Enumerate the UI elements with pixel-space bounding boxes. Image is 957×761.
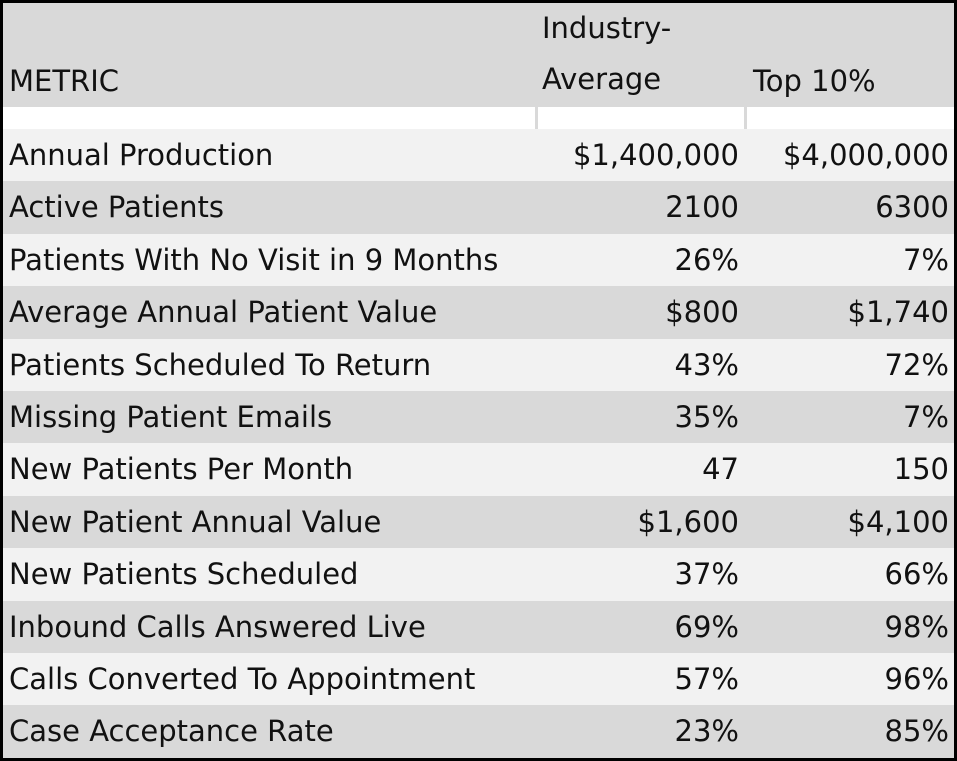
table-row: Patients With No Visit in 9 Months 26% 7… bbox=[3, 233, 954, 287]
metric-label: Active Patients bbox=[9, 190, 225, 225]
table-body: Annual Production $1,400,000 $4,000,000 … bbox=[3, 129, 954, 758]
industry-average-value: 23% bbox=[674, 714, 739, 749]
industry-average-value: $1,400,000 bbox=[572, 138, 739, 172]
top-10-percent-value: 7% bbox=[902, 242, 949, 277]
industry-average-value: $800 bbox=[665, 295, 739, 330]
industry-average-value: $1,600 bbox=[637, 504, 739, 539]
top-10-percent-value: $4,100 bbox=[847, 504, 949, 539]
table-row: Patients Scheduled To Return 43% 72% bbox=[3, 338, 954, 391]
metric-label: Inbound Calls Answered Live bbox=[9, 609, 426, 644]
metric-label: Calls Converted To Appointment bbox=[9, 661, 476, 696]
table-row: Calls Converted To Appointment 57% 96% bbox=[3, 652, 954, 706]
table-row: Average Annual Patient Value $800 $1,740 bbox=[3, 286, 954, 339]
top-10-percent-value: 150 bbox=[893, 452, 949, 487]
top-10-percent-value: 6300 bbox=[875, 190, 949, 225]
industry-average-value: 35% bbox=[674, 399, 739, 434]
column-divider bbox=[535, 107, 538, 129]
table-row: Active Patients 2100 6300 bbox=[3, 181, 954, 234]
top-10-percent-value: $4,000,000 bbox=[782, 138, 949, 172]
metric-label: Average Annual Patient Value bbox=[9, 295, 438, 330]
table-row: Annual Production $1,400,000 $4,000,000 bbox=[3, 129, 954, 182]
industry-average-value: 69% bbox=[674, 609, 739, 644]
table-header: METRIC Industry- Average Top 10% bbox=[3, 3, 954, 107]
metric-label: Missing Patient Emails bbox=[9, 399, 333, 434]
table-row: Inbound Calls Answered Live 69% 98% bbox=[3, 600, 954, 653]
header-spacer-row bbox=[3, 107, 954, 129]
top-10-percent-value: 96% bbox=[884, 661, 949, 696]
top-10-percent-value: 7% bbox=[902, 399, 949, 434]
top-10-percent-value: 85% bbox=[884, 714, 949, 749]
metric-label: New Patients Per Month bbox=[9, 452, 354, 487]
metric-label: Annual Production bbox=[9, 138, 274, 172]
top-10-percent-value: 72% bbox=[884, 347, 949, 382]
table-row: Missing Patient Emails 35% 7% bbox=[3, 390, 954, 444]
metric-label: Case Acceptance Rate bbox=[9, 714, 334, 749]
metric-label: Patients Scheduled To Return bbox=[9, 347, 432, 382]
table-row: New Patient Annual Value $1,600 $4,100 bbox=[3, 495, 954, 549]
industry-average-value: 26% bbox=[674, 242, 739, 277]
header-industry-average: Industry- Average bbox=[542, 11, 672, 96]
column-divider bbox=[744, 107, 747, 129]
top-10-percent-value: 66% bbox=[884, 557, 949, 592]
top-10-percent-value: 98% bbox=[884, 609, 949, 644]
header-top-10-percent: Top 10% bbox=[753, 64, 876, 98]
industry-average-value: 43% bbox=[674, 347, 739, 382]
table-row: New Patients Scheduled 37% 66% bbox=[3, 548, 954, 601]
metric-label: Patients With No Visit in 9 Months bbox=[9, 242, 499, 277]
industry-average-value: 37% bbox=[674, 557, 739, 592]
table-row: New Patients Per Month 47 150 bbox=[3, 443, 954, 496]
table-row: Case Acceptance Rate 23% 85% bbox=[3, 705, 954, 758]
industry-average-value: 57% bbox=[674, 661, 739, 696]
metric-label: New Patients Scheduled bbox=[9, 557, 359, 592]
industry-average-value: 47 bbox=[702, 452, 739, 487]
industry-average-value: 2100 bbox=[665, 190, 739, 225]
header-metric: METRIC bbox=[9, 64, 120, 98]
metric-label: New Patient Annual Value bbox=[9, 504, 382, 539]
top-10-percent-value: $1,740 bbox=[847, 295, 949, 330]
